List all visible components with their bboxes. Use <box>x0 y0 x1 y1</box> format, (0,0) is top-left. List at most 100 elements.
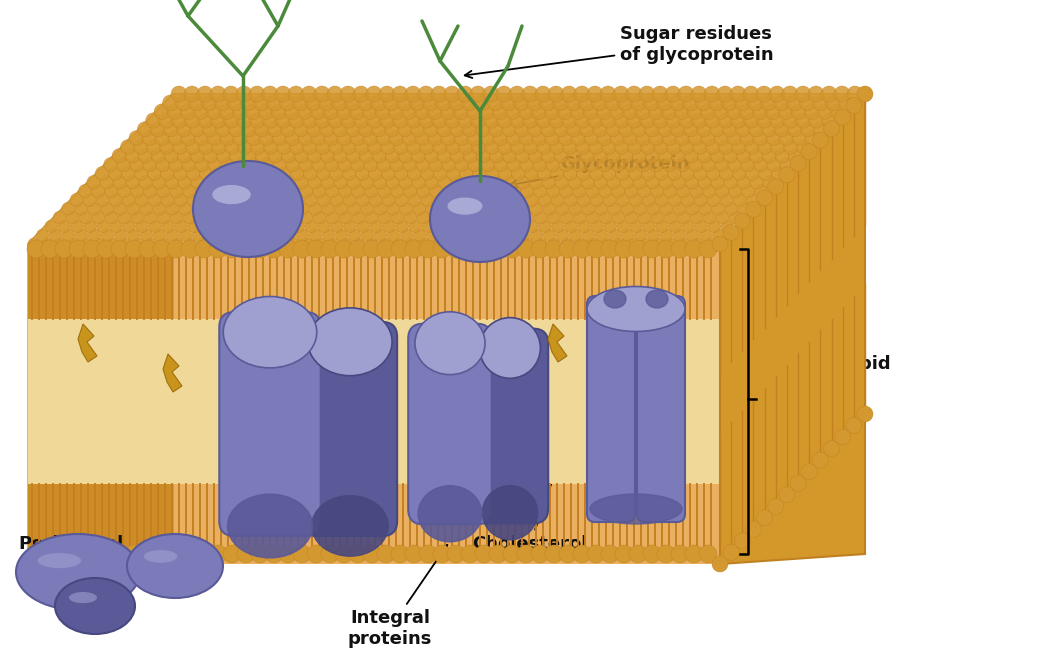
Circle shape <box>176 95 192 111</box>
Circle shape <box>304 194 318 207</box>
Circle shape <box>452 202 464 215</box>
Circle shape <box>770 140 785 154</box>
Circle shape <box>669 220 681 233</box>
Circle shape <box>346 122 361 137</box>
Circle shape <box>683 122 698 137</box>
Circle shape <box>266 220 279 233</box>
Circle shape <box>716 211 729 224</box>
Circle shape <box>724 175 738 189</box>
Circle shape <box>377 240 395 258</box>
Circle shape <box>619 175 634 189</box>
Circle shape <box>566 95 582 111</box>
Circle shape <box>659 175 673 189</box>
Circle shape <box>735 95 750 111</box>
Circle shape <box>569 229 582 241</box>
Circle shape <box>168 131 182 146</box>
Circle shape <box>148 194 161 207</box>
Circle shape <box>27 240 45 258</box>
Circle shape <box>376 158 391 171</box>
Circle shape <box>176 122 192 137</box>
Circle shape <box>652 238 664 250</box>
Circle shape <box>301 238 313 250</box>
Circle shape <box>609 229 620 241</box>
Circle shape <box>694 194 707 207</box>
Circle shape <box>96 194 109 207</box>
Circle shape <box>585 158 598 171</box>
Circle shape <box>130 184 144 198</box>
Circle shape <box>211 113 226 128</box>
Circle shape <box>498 140 512 154</box>
Circle shape <box>270 229 283 241</box>
Circle shape <box>310 104 326 120</box>
Circle shape <box>306 122 322 137</box>
Circle shape <box>737 175 750 189</box>
Circle shape <box>326 184 339 198</box>
Circle shape <box>730 86 746 102</box>
Circle shape <box>606 148 620 163</box>
Circle shape <box>608 202 620 215</box>
Circle shape <box>461 545 479 563</box>
Circle shape <box>642 220 655 233</box>
Circle shape <box>456 184 468 198</box>
Circle shape <box>242 148 257 163</box>
Circle shape <box>559 240 577 258</box>
Circle shape <box>779 104 793 120</box>
Circle shape <box>475 240 493 258</box>
Circle shape <box>671 122 685 137</box>
Circle shape <box>506 131 521 146</box>
Circle shape <box>316 167 330 181</box>
Circle shape <box>111 240 129 258</box>
Circle shape <box>711 148 724 163</box>
Circle shape <box>309 202 322 215</box>
Circle shape <box>126 175 139 189</box>
Circle shape <box>340 238 352 250</box>
Circle shape <box>697 148 712 163</box>
Ellipse shape <box>480 318 541 378</box>
Circle shape <box>291 194 304 207</box>
Circle shape <box>342 140 356 154</box>
Circle shape <box>707 220 720 233</box>
Circle shape <box>801 122 815 137</box>
Circle shape <box>294 175 308 189</box>
Circle shape <box>661 104 677 120</box>
Circle shape <box>795 86 811 102</box>
Circle shape <box>796 140 811 154</box>
Circle shape <box>685 175 699 189</box>
Circle shape <box>235 184 248 198</box>
Circle shape <box>577 220 590 233</box>
Circle shape <box>390 158 403 171</box>
Circle shape <box>667 140 681 154</box>
Circle shape <box>838 95 854 111</box>
Circle shape <box>584 131 598 146</box>
Circle shape <box>279 220 291 233</box>
Circle shape <box>639 113 655 128</box>
Circle shape <box>682 220 694 233</box>
Circle shape <box>258 104 274 120</box>
Circle shape <box>563 167 577 181</box>
Circle shape <box>335 545 353 563</box>
Circle shape <box>595 229 608 241</box>
Circle shape <box>632 148 647 163</box>
Circle shape <box>614 113 629 128</box>
Circle shape <box>394 167 408 181</box>
Circle shape <box>422 95 438 111</box>
Circle shape <box>331 95 347 111</box>
Circle shape <box>433 140 447 154</box>
Circle shape <box>83 240 101 258</box>
Circle shape <box>623 131 638 146</box>
Circle shape <box>244 229 257 241</box>
Circle shape <box>246 131 261 146</box>
Circle shape <box>847 86 863 102</box>
Circle shape <box>130 158 144 171</box>
Circle shape <box>112 148 127 163</box>
Circle shape <box>812 452 828 468</box>
Circle shape <box>257 202 269 215</box>
Polygon shape <box>28 94 173 564</box>
Circle shape <box>674 104 690 120</box>
Circle shape <box>234 158 247 171</box>
Circle shape <box>662 131 677 146</box>
Circle shape <box>54 545 73 563</box>
Circle shape <box>208 158 222 171</box>
FancyBboxPatch shape <box>219 312 321 536</box>
Circle shape <box>626 211 638 224</box>
